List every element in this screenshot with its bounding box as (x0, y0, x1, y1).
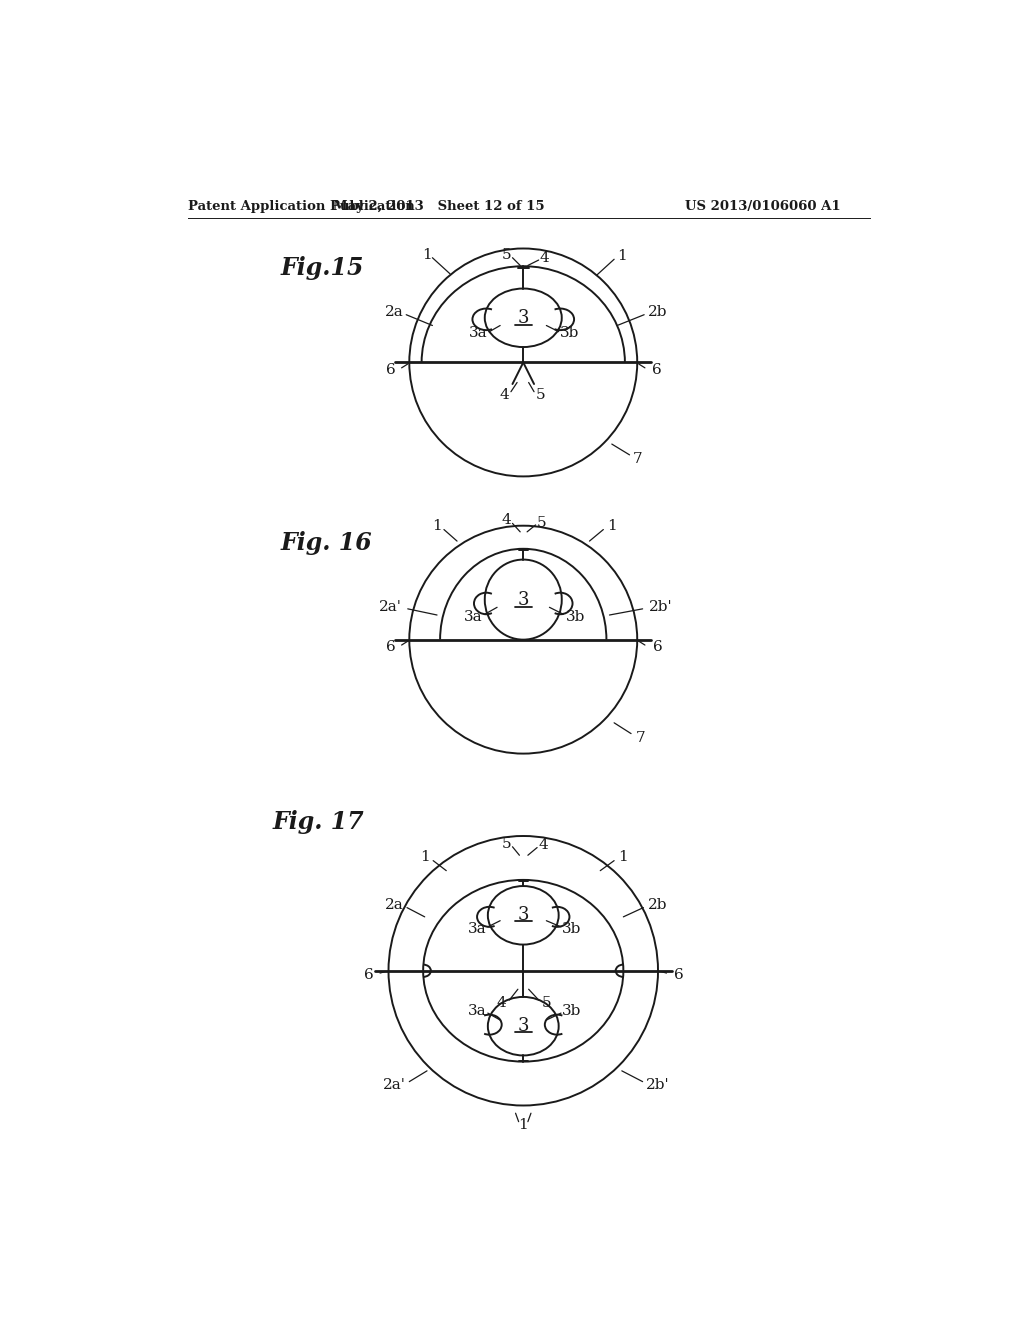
Text: 6: 6 (365, 969, 374, 982)
Text: 3b: 3b (566, 610, 586, 623)
Text: 2a: 2a (385, 305, 403, 319)
Text: 1: 1 (618, 850, 629, 863)
Text: 3: 3 (517, 907, 529, 924)
Text: 3a: 3a (464, 610, 482, 623)
Text: 5: 5 (542, 997, 551, 1010)
Text: 2b': 2b' (646, 1077, 670, 1092)
Text: 3a: 3a (469, 326, 487, 341)
Text: 1: 1 (616, 249, 627, 263)
Text: 3b: 3b (562, 923, 582, 936)
Text: 2b': 2b' (648, 601, 672, 614)
Text: 2b: 2b (648, 899, 668, 912)
Text: 1: 1 (432, 519, 442, 533)
Text: Fig. 16: Fig. 16 (281, 532, 373, 556)
Text: 3b: 3b (560, 326, 580, 341)
Text: 2a': 2a' (382, 1077, 406, 1092)
Text: 6: 6 (674, 969, 684, 982)
Text: 1: 1 (518, 1118, 528, 1131)
Text: 3a: 3a (468, 923, 486, 936)
Text: 6: 6 (652, 363, 663, 378)
Text: 6: 6 (386, 363, 395, 378)
Text: May 2, 2013   Sheet 12 of 15: May 2, 2013 Sheet 12 of 15 (333, 199, 545, 213)
Text: 3: 3 (517, 309, 529, 327)
Text: 6: 6 (386, 640, 395, 655)
Text: 5: 5 (502, 248, 511, 261)
Text: 3b: 3b (562, 1003, 582, 1018)
Text: 3a: 3a (468, 1003, 486, 1018)
Text: 1: 1 (420, 850, 430, 863)
Text: 4: 4 (539, 838, 548, 853)
Text: 4: 4 (502, 513, 511, 527)
Text: 4: 4 (540, 251, 550, 265)
Text: 1: 1 (422, 248, 432, 261)
Text: Fig.15: Fig.15 (281, 256, 365, 280)
Text: 2a: 2a (385, 899, 403, 912)
Text: 2b: 2b (648, 305, 668, 319)
Text: 4: 4 (499, 388, 509, 401)
Text: 7: 7 (633, 451, 642, 466)
Text: Fig. 17: Fig. 17 (273, 810, 365, 834)
Text: Patent Application Publication: Patent Application Publication (188, 199, 415, 213)
Text: 7: 7 (636, 731, 645, 746)
Text: 4: 4 (497, 997, 507, 1010)
Text: 5: 5 (502, 837, 511, 850)
Text: 1: 1 (607, 519, 616, 533)
Text: 5: 5 (536, 388, 545, 401)
Text: 3: 3 (517, 590, 529, 609)
Text: 6: 6 (653, 640, 663, 655)
Text: 2a': 2a' (379, 601, 402, 614)
Text: US 2013/0106060 A1: US 2013/0106060 A1 (685, 199, 841, 213)
Text: 5: 5 (537, 516, 547, 529)
Text: 3: 3 (517, 1018, 529, 1035)
